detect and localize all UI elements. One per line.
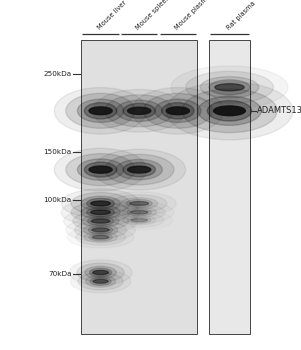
Ellipse shape	[71, 202, 130, 223]
Text: 70kDa: 70kDa	[48, 271, 72, 277]
Ellipse shape	[87, 208, 114, 217]
Ellipse shape	[77, 263, 124, 282]
Ellipse shape	[87, 198, 114, 209]
Ellipse shape	[122, 207, 157, 218]
Bar	[81, 40, 197, 334]
Ellipse shape	[166, 107, 189, 115]
Ellipse shape	[66, 154, 135, 186]
Ellipse shape	[116, 159, 163, 180]
Ellipse shape	[54, 148, 147, 191]
Ellipse shape	[215, 84, 244, 91]
Ellipse shape	[90, 268, 112, 277]
Text: 250kDa: 250kDa	[44, 71, 72, 77]
Ellipse shape	[207, 100, 252, 121]
Ellipse shape	[126, 199, 152, 208]
Text: Mouse spleen: Mouse spleen	[135, 0, 172, 31]
Ellipse shape	[104, 154, 174, 185]
Ellipse shape	[128, 217, 151, 224]
Ellipse shape	[77, 99, 124, 122]
Ellipse shape	[85, 275, 116, 287]
Ellipse shape	[123, 103, 155, 118]
Ellipse shape	[166, 82, 293, 140]
Ellipse shape	[78, 273, 123, 290]
Ellipse shape	[128, 107, 151, 114]
Ellipse shape	[71, 193, 130, 214]
Ellipse shape	[130, 202, 148, 205]
Ellipse shape	[81, 196, 120, 211]
Ellipse shape	[88, 226, 113, 234]
Ellipse shape	[82, 215, 119, 228]
Text: Mouse plasma: Mouse plasma	[174, 0, 212, 31]
Text: ADAMTS13: ADAMTS13	[257, 106, 301, 115]
Ellipse shape	[92, 228, 109, 232]
Ellipse shape	[116, 100, 163, 121]
Ellipse shape	[66, 93, 135, 128]
Ellipse shape	[89, 166, 112, 173]
Ellipse shape	[61, 189, 140, 218]
Ellipse shape	[127, 209, 151, 216]
Ellipse shape	[200, 77, 259, 98]
Ellipse shape	[121, 198, 158, 209]
Ellipse shape	[75, 221, 127, 239]
Ellipse shape	[104, 95, 174, 127]
Ellipse shape	[209, 80, 250, 95]
Ellipse shape	[132, 88, 224, 134]
Ellipse shape	[93, 279, 108, 283]
Ellipse shape	[131, 210, 148, 214]
Ellipse shape	[93, 271, 108, 275]
Ellipse shape	[83, 224, 118, 236]
Ellipse shape	[91, 201, 110, 206]
Text: Mouse liver: Mouse liver	[96, 0, 128, 31]
Ellipse shape	[85, 266, 116, 279]
Ellipse shape	[111, 195, 167, 212]
Ellipse shape	[93, 90, 185, 132]
Ellipse shape	[77, 159, 124, 180]
Ellipse shape	[128, 166, 151, 173]
Ellipse shape	[84, 103, 117, 119]
Ellipse shape	[54, 88, 147, 134]
Ellipse shape	[214, 106, 245, 116]
Ellipse shape	[186, 71, 273, 103]
Text: 100kDa: 100kDa	[44, 197, 72, 203]
Ellipse shape	[143, 93, 213, 128]
Ellipse shape	[91, 210, 110, 215]
Ellipse shape	[182, 89, 277, 133]
Text: Rat plasma: Rat plasma	[225, 0, 256, 31]
Ellipse shape	[73, 212, 129, 231]
Ellipse shape	[198, 96, 261, 125]
Ellipse shape	[91, 219, 110, 223]
Ellipse shape	[81, 205, 120, 219]
Text: 150kDa: 150kDa	[44, 149, 72, 155]
Ellipse shape	[84, 162, 117, 177]
Ellipse shape	[155, 99, 201, 122]
Ellipse shape	[89, 107, 112, 115]
Ellipse shape	[84, 232, 117, 243]
Ellipse shape	[92, 236, 109, 239]
Ellipse shape	[93, 149, 185, 190]
Ellipse shape	[88, 217, 113, 225]
Ellipse shape	[123, 162, 155, 177]
Ellipse shape	[162, 103, 194, 119]
Ellipse shape	[89, 233, 112, 241]
Bar	[209, 40, 250, 334]
Ellipse shape	[90, 277, 111, 285]
Ellipse shape	[131, 218, 147, 222]
